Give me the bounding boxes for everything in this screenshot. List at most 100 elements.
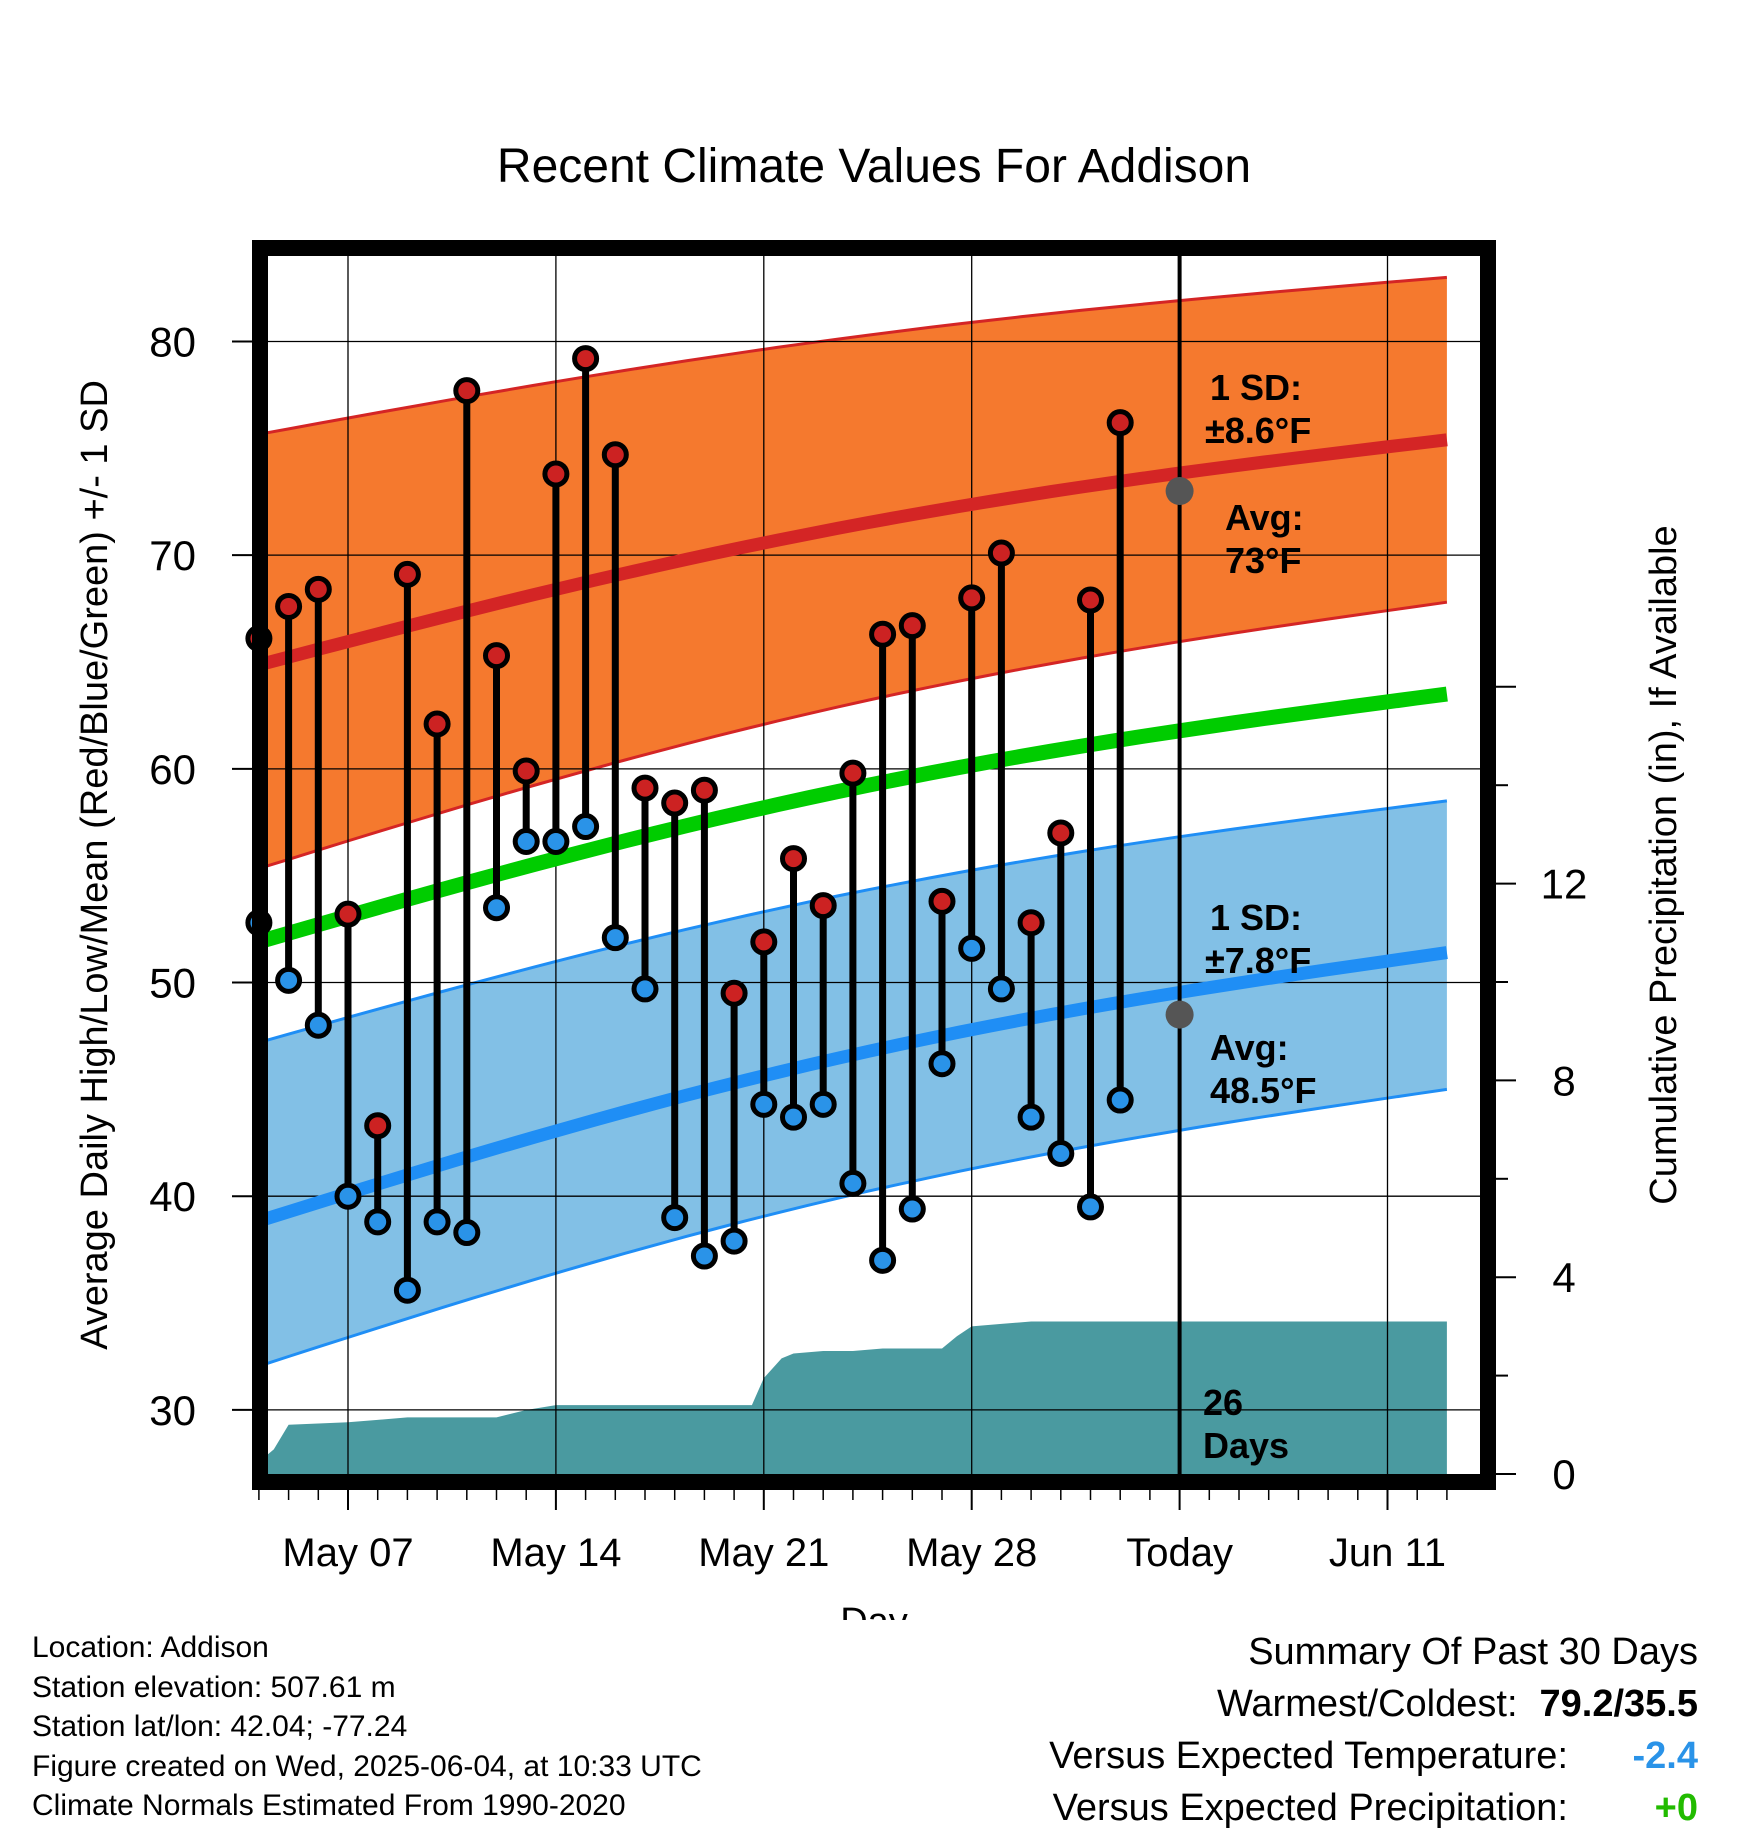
high-marker [542,460,570,488]
high-avg-value: 73°F [1225,540,1301,581]
low-sd-value: ±7.8°F [1205,940,1311,981]
low-marker [631,975,659,1003]
temp-label: Versus Expected Temperature: [1049,1735,1568,1777]
plot-area [268,256,1480,1474]
y2-tick-label: 8 [1552,1057,1575,1104]
created-text: Figure created on Wed, 2025-06-04, at 10… [32,1749,702,1783]
low-marker [690,1242,718,1270]
chart-title: Recent Climate Values For Addison [497,140,1251,193]
high-marker [987,539,1015,567]
low-avg-point [1165,1000,1194,1029]
precipitation-area [268,1321,1447,1474]
high-marker [275,592,303,620]
low-avg-value: 48.5°F [1210,1070,1316,1111]
y-axis-label: Average Daily High/Low/Mean (Red/Blue/Gr… [74,380,116,1350]
low-marker [869,1246,897,1274]
low-marker [958,934,986,962]
high-marker [809,892,837,920]
x-tick-label: May 28 [906,1531,1037,1575]
low-marker [275,966,303,994]
right-axis-ticks: 0 4 8 12 [1496,685,1587,1498]
temp-value: -2.4 [1632,1735,1698,1777]
high-marker [750,928,778,956]
low-marker [512,827,540,855]
high-marker [780,845,807,873]
high-marker [1017,909,1045,937]
today-average-points [1165,477,1194,1029]
warmest-label: Warmest/Coldest: [1216,1683,1518,1725]
plot-frame [252,240,1496,1490]
high-marker [512,757,540,785]
climate-chart: Recent Climate Values For Addison 1 SD: … [74,140,1685,1620]
y-tick-label: 60 [149,746,196,793]
low-marker [304,1011,332,1039]
low-marker [1106,1086,1134,1114]
y-tick-label: 40 [149,1173,196,1220]
daily-markers [245,345,1134,1304]
low-marker [839,1169,867,1197]
high-sd-band-lower-edge [268,600,1448,868]
low-marker [393,1276,421,1304]
normals-text: Climate Normals Estimated From 1990-2020 [32,1789,626,1822]
precip-value: +0 [1654,1787,1698,1829]
low-marker [720,1227,748,1255]
low-marker [364,1208,392,1236]
x-tick-label: May 21 [698,1531,829,1575]
high-marker [453,377,481,405]
low-marker [483,894,510,922]
high-marker [898,612,926,640]
high-avg-label: Avg: [1225,497,1304,538]
low-sd-label: 1 SD: [1210,897,1302,938]
low-marker [601,924,629,952]
low-marker [987,975,1015,1003]
high-marker [631,774,659,802]
summary-heading: Summary Of Past 30 Days [1248,1631,1698,1673]
high-marker [839,759,867,787]
precip-row: Versus Expected Precipitation: +0 [1049,1782,1698,1834]
high-marker [423,710,451,738]
high-marker [304,575,332,603]
high-marker [958,584,986,612]
precipitation-layer [268,1321,1447,1474]
high-marker [690,776,718,804]
days-word: Days [1203,1425,1289,1466]
low-marker [1017,1103,1045,1131]
y2-tick-label: 0 [1552,1451,1575,1498]
days-count: 26 [1203,1382,1243,1423]
low-marker [898,1195,926,1223]
low-marker [661,1204,689,1232]
annotations: 1 SD: ±8.6°F Avg: 73°F 1 SD: ±7.8°F Avg:… [1203,367,1316,1466]
high-marker [661,789,689,817]
x-tick-label: Today [1126,1531,1233,1575]
low-marker [1077,1193,1104,1221]
high-marker [1077,586,1104,614]
normal-lines [268,433,1448,1225]
temp-row: Versus Expected Temperature: -2.4 [1049,1730,1698,1782]
high-sd-value: ±8.6°F [1205,410,1311,451]
low-marker [572,813,600,841]
summary-panel: Summary Of Past 30 Days Warmest/Coldest:… [1049,1626,1698,1834]
station-info: Location: Addison Station elevation: 507… [32,1628,702,1826]
y-tick-label: 80 [149,318,196,365]
x-tick-label: May 07 [282,1531,413,1575]
x-axis-ticks: May 07 May 14 May 21 May 28 Today Jun 11 [258,1490,1448,1575]
low-marker [542,827,570,855]
high-marker [364,1112,392,1140]
x-tick-label: Jun 11 [1329,1531,1446,1575]
low-sd-band-lower-edge [268,1087,1448,1365]
low-marker [928,1050,956,1078]
x-tick-label: May 14 [490,1531,621,1575]
low-marker [334,1182,362,1210]
low-marker [453,1219,481,1247]
y2-tick-label: 4 [1552,1254,1575,1301]
low-avg-label: Avg: [1210,1027,1289,1068]
warmest-row: Warmest/Coldest: 79.2/35.5 [1049,1678,1698,1730]
low-sd-band [268,800,1447,1364]
high-marker [1047,819,1075,847]
y-tick-label: 30 [149,1387,196,1434]
low-marker [423,1208,451,1236]
high-avg-point [1165,477,1194,506]
y-tick-label: 70 [149,532,196,579]
y2-axis-label: Cumulative Precipitation (in), If Availa… [1643,525,1685,1204]
low-marker [750,1090,778,1118]
